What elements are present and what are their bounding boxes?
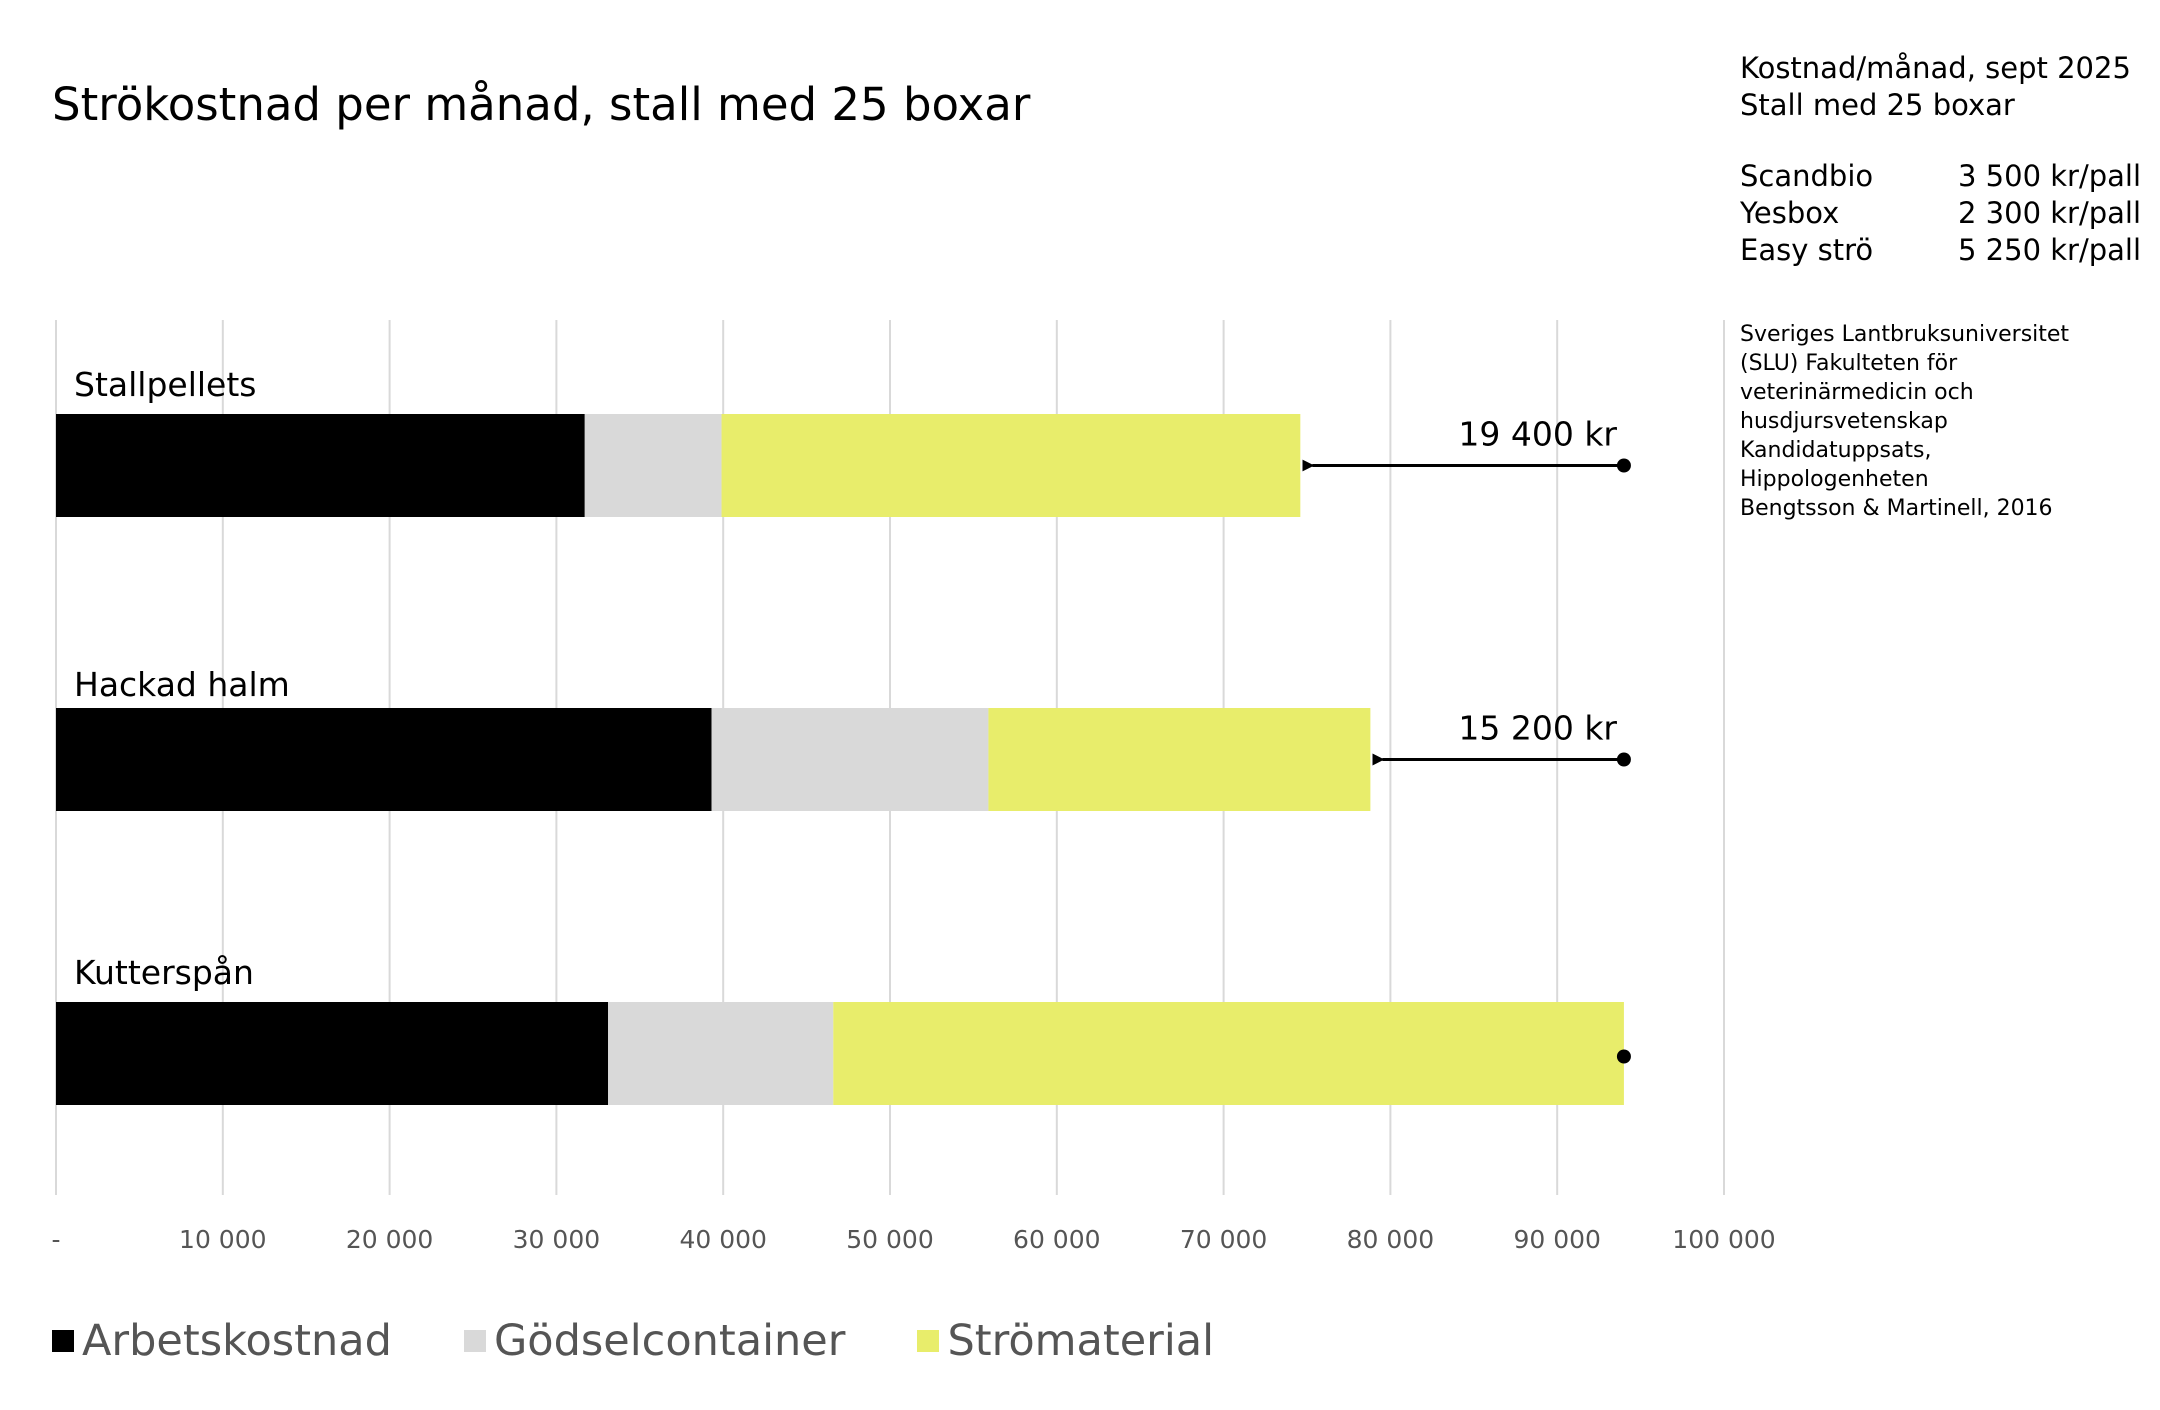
- source-line: Sveriges Lantbruksuniversitet: [1740, 322, 2070, 347]
- legend-swatch: [463, 1330, 486, 1352]
- info-line-2: Stall med 25 boxar: [1740, 88, 2015, 122]
- price-value: 3 500 kr/pall: [1958, 159, 2142, 193]
- category-label: Hackad halm: [74, 665, 290, 704]
- bar-segment: [56, 1002, 609, 1105]
- x-tick-label: 80 000: [1347, 1225, 1434, 1254]
- price-name: Yesbox: [1740, 196, 1840, 230]
- price-row: Easy strö 5 250 kr/pall: [1740, 232, 2141, 269]
- x-tick-label: 60 000: [1013, 1225, 1100, 1254]
- price-name: Easy strö: [1740, 233, 1874, 267]
- price-name: Scandbio: [1740, 159, 1874, 193]
- price-row: Scandbio 3 500 kr/pall: [1740, 158, 2141, 195]
- price-value: 2 300 kr/pall: [1958, 196, 2142, 230]
- source-note: Sveriges Lantbruksuniversitet (SLU) Faku…: [1740, 320, 2140, 523]
- x-tick-label: 50 000: [846, 1225, 933, 1254]
- x-tick-label: 10 000: [179, 1225, 266, 1254]
- info-line-1: Kostnad/månad, sept 2025: [1740, 51, 2131, 85]
- difference-label: 19 400 kr: [1458, 415, 1617, 454]
- bar-segment: [833, 1002, 1624, 1105]
- x-tick-label: 90 000: [1513, 1225, 1600, 1254]
- source-line: veterinärmedicin och: [1740, 380, 1974, 405]
- legend-label: Arbetskostnad: [82, 1316, 392, 1366]
- legend-item-godselcontainer: Gödselcontainer: [463, 1316, 846, 1366]
- legend-swatch: [917, 1330, 940, 1352]
- price-list: Scandbio 3 500 kr/pall Yesbox 2 300 kr/p…: [1740, 158, 2141, 269]
- legend: Arbetskostnad Gödselcontainer Strömateri…: [52, 1316, 1286, 1366]
- price-value: 5 250 kr/pall: [1958, 233, 2142, 267]
- chart-title: Strökostnad per månad, stall med 25 boxa…: [52, 78, 1031, 131]
- bar-segment: [608, 1002, 834, 1105]
- x-tick-label: 30 000: [513, 1225, 600, 1254]
- source-line: Bengtsson & Martinell, 2016: [1740, 496, 2053, 521]
- bar-segment: [584, 414, 722, 517]
- legend-label: Strömaterial: [947, 1316, 1215, 1366]
- bar-segment: [711, 708, 989, 811]
- legend-item-arbetskostnad: Arbetskostnad: [52, 1316, 392, 1366]
- difference-label: 15 200 kr: [1458, 709, 1617, 748]
- x-tick-label: 70 000: [1180, 1225, 1267, 1254]
- x-tick-label: 40 000: [679, 1225, 766, 1254]
- legend-item-stromaterial: Strömaterial: [917, 1316, 1214, 1366]
- bar-segment: [56, 708, 712, 811]
- info-box: Kostnad/månad, sept 2025 Stall med 25 bo…: [1740, 50, 2131, 124]
- bar-segment: [56, 414, 585, 517]
- source-line: husdjursvetenskap: [1740, 409, 1948, 434]
- reference-dot: [1616, 1049, 1631, 1064]
- bar-segment: [988, 708, 1371, 811]
- legend-swatch: [52, 1330, 74, 1352]
- source-line: (SLU) Fakulteten för: [1740, 351, 1958, 376]
- source-line: Kandidatuppsats,: [1740, 438, 1932, 463]
- category-label: Kutterspån: [74, 953, 254, 992]
- x-tick-label: 100 000: [1672, 1225, 1775, 1254]
- price-row: Yesbox 2 300 kr/pall: [1740, 195, 2141, 232]
- bar-segment: [721, 414, 1301, 517]
- x-tick-label: 20 000: [346, 1225, 433, 1254]
- legend-label: Gödselcontainer: [493, 1316, 846, 1366]
- x-tick-label: -: [51, 1225, 60, 1254]
- source-line: Hippologenheten: [1740, 467, 1929, 492]
- category-label: Stallpellets: [74, 365, 256, 404]
